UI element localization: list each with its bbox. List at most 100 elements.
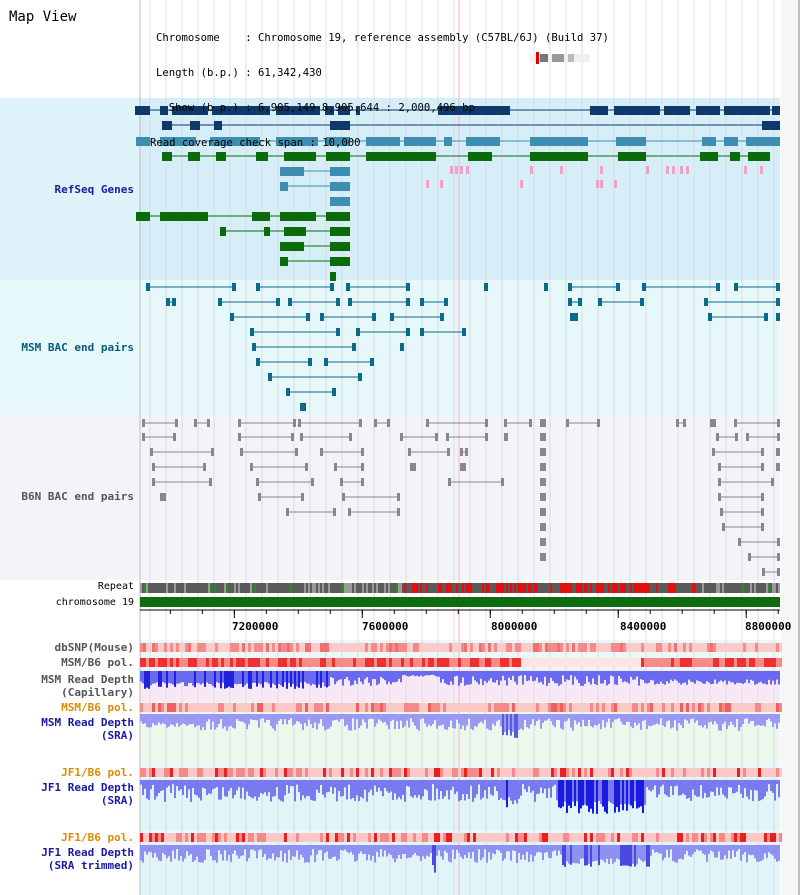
jf1-sra-depth-bar [696,780,698,797]
jf1-sra-depth-bar [294,780,296,802]
jf1-pol2-mark [170,833,173,842]
bac-end [540,463,543,471]
bac-end [426,419,429,427]
jf1-sra-depth-bar [494,780,496,787]
jf1-trim-depth-bar [154,845,156,854]
dbsnp-mark [464,643,467,652]
repeat-mark [634,583,636,593]
jf1-pol-mark [311,768,314,777]
msm-pol-mark [695,658,698,667]
track-label-msm-b6-pol[interactable]: MSM/B6 pol. [61,656,134,669]
msm-pol2-mark [368,703,371,712]
jf1-pol-mark [323,768,326,777]
jf1-sra-depth-bar [748,780,750,800]
msm-cap-depth-bar [728,671,730,681]
jf1-pol2-mark [728,833,731,842]
repeat-mark [474,583,476,593]
jf1-pol-mark [293,768,296,777]
msm-cap-depth-bar [254,671,256,683]
jf1-trim-depth-bar [158,845,160,861]
jf1-sra-depth-bar [502,780,504,800]
repeat-mark [328,583,330,593]
jf1-sra-depth-bar [718,780,720,796]
repeat-mark [140,583,142,593]
jf1-pol2-mark [620,833,623,842]
jf1-sra-depth-bar [602,780,604,807]
msm-cap-depth-bar [730,671,732,683]
jf1-sra-depth-bar [334,780,336,788]
repeat-mark [562,583,564,593]
jf1-sra-depth-bar [156,780,158,797]
repeat-mark [706,583,708,593]
jf1-trim-depth-bar [674,845,676,863]
repeat-mark [528,583,530,593]
dbsnp-mark [671,643,674,652]
track-label-msm-bac[interactable]: MSM BAC end pairs [21,341,134,354]
msm-pol-mark [377,658,380,667]
track-label-jf1-b6-pol-2[interactable]: JF1/B6 pol. [61,831,134,844]
repeat-mark [340,583,342,593]
dbsnp-mark [197,643,200,652]
msm-sra-depth-bar [356,714,358,720]
msm-pol-mark [197,658,200,667]
msm-pol-mark [470,658,473,667]
jf1-trim-depth-bar [712,845,714,852]
repeat-mark [434,583,436,593]
track-label-msm-depth-cap[interactable]: MSM Read Depth [41,673,134,686]
track-label-jf1-depth-trim[interactable]: JF1 Read Depth [41,846,134,859]
msm-pol-mark [173,658,176,667]
msm-sra-depth-bar [702,714,704,728]
msm-cap-depth-bar [456,671,458,676]
jf1-trim-depth-bar [256,845,258,859]
msm-cap-depth-bar [234,671,236,684]
msm-cap-depth-bar [434,671,436,676]
msm-cap-depth-bar [384,671,386,681]
msm-sra-depth-bar [440,714,442,726]
gene-exon [618,152,646,161]
jf1-pol-mark [638,768,641,777]
gene-exon [664,106,690,115]
jf1-sra-depth-bar [744,780,746,789]
track-label-refseq[interactable]: RefSeq Genes [54,183,134,196]
msm-cap-depth-bar [176,671,178,684]
msm-sra-depth-bar [596,714,598,726]
msm-cap-depth-bar [430,671,432,675]
jf1-pol-mark [269,768,272,777]
jf1-sra-depth-bar [214,780,216,789]
dbsnp-mark [365,643,368,652]
jf1-pol2-mark [218,833,221,842]
track-label-dbsnp[interactable]: dbSNP(Mouse) [54,641,134,654]
jf1-pol-mark [590,768,593,777]
bac-end [336,298,340,306]
track-label-msm-depth-sra[interactable]: MSM Read Depth [41,716,134,729]
jf1-sra-depth-bar [196,780,198,796]
jf1-pol2-mark [173,833,176,842]
dbsnp-mark [602,643,605,652]
track-label-jf1-depth-sra[interactable]: JF1 Read Depth [41,781,134,794]
jf1-pol2-mark [314,833,317,842]
jf1-sra-depth-bar [398,780,400,797]
track-label-msm-b6-pol-2[interactable]: MSM/B6 pol. [61,701,134,714]
jf1-pol-mark [491,768,494,777]
track-label-jf1-b6-pol[interactable]: JF1/B6 pol. [61,766,134,779]
msm-pol2-mark [665,703,668,712]
repeat-mark [272,583,274,593]
msm-cap-depth-bar [624,671,626,682]
msm-sra-depth-bar [426,714,428,727]
msm-cap-depth-bar [366,671,368,678]
jf1-sra-depth-bar [396,780,398,800]
jf1-sra-depth-bar [774,780,776,801]
jf1-trim-depth-bar [266,845,268,861]
dbsnp-mark [344,643,347,652]
jf1-trim-depth-bar [334,845,336,857]
msm-cap-depth-bar [426,671,428,675]
track-label-b6n-bac[interactable]: B6N BAC end pairs [21,490,134,503]
repeat-mark [146,583,148,593]
repeat-mark [276,583,278,593]
msm-pol-mark [230,658,233,667]
jf1-pol2-mark [203,833,206,842]
jf1-pol-mark [644,768,647,777]
msm-cap-depth-bar [230,671,232,688]
msm-cap-depth-bar [532,671,534,682]
jf1-sra-depth-bar [640,780,642,807]
